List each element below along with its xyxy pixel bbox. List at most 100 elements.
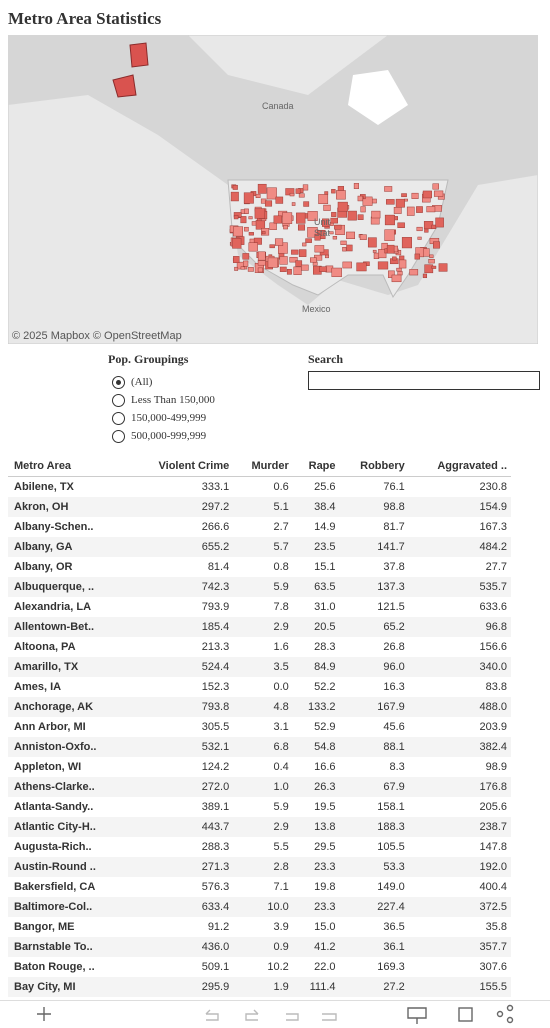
metro-region	[242, 253, 250, 260]
cell: 2.9	[233, 817, 293, 837]
metro-region	[253, 237, 262, 245]
metro-region	[384, 229, 395, 241]
metro-region	[393, 207, 402, 214]
cell: 443.7	[129, 817, 234, 837]
cell: 372.5	[408, 897, 511, 917]
radio-option[interactable]: (All)	[108, 373, 215, 391]
title: Metro Area Statistics	[8, 9, 162, 28]
metro-name: Albany-Schen..	[14, 521, 94, 533]
metro-region	[357, 214, 364, 220]
search-box[interactable]	[308, 371, 540, 390]
metro-region	[360, 206, 366, 213]
radio-option[interactable]: Less Than 150,000	[108, 391, 215, 409]
cell: 96.0	[339, 657, 409, 677]
cell: 111.4	[292, 977, 340, 997]
metro-region	[230, 191, 239, 202]
cell: 154.9	[408, 497, 511, 517]
cell: 31.0	[314, 601, 336, 613]
fullscreen[interactable]	[458, 1007, 473, 1022]
revert[interactable]	[286, 1013, 299, 1021]
metro-region	[377, 261, 389, 270]
metro-region	[424, 228, 429, 233]
metro-region	[346, 231, 355, 239]
metro-region	[289, 192, 295, 197]
metro-name: Baltimore-Col..	[8, 897, 130, 917]
radio	[112, 429, 125, 443]
metro-name: Anniston-Oxfo..	[8, 737, 130, 757]
metro-region	[273, 215, 283, 224]
cell: 15.0	[314, 921, 336, 933]
cell: 13.8	[292, 817, 340, 837]
cell: 3.1	[273, 721, 289, 733]
metro-name: Austin-Round ..	[8, 857, 130, 877]
radio-option[interactable]: 150,000-499,999	[108, 409, 215, 427]
metro-region	[346, 244, 353, 252]
radio-option[interactable]: 500,000-999,999	[108, 427, 215, 445]
option-label: 500,000-999,999	[131, 430, 207, 442]
map[interactable]: Canada Unit Stat Mexico © 2025 Mapbox © …	[8, 35, 538, 344]
cell: 19.8	[314, 881, 336, 893]
column-header: Violent Crime	[129, 456, 234, 477]
cell: 22.0	[314, 961, 336, 973]
cell: 742.3	[129, 577, 234, 597]
cell: 5.9	[233, 577, 293, 597]
metro-region	[401, 193, 407, 198]
metro-region	[353, 183, 359, 189]
metro-name: Appleton, WI	[14, 761, 82, 773]
cell: 0.4	[273, 761, 289, 773]
cell: 81.7	[383, 521, 405, 533]
row: Anniston-Oxfo.. 532.1 6.8 54.8 88.1 382.4	[8, 737, 511, 757]
cell: 400.4	[479, 881, 507, 893]
metro-region	[305, 238, 312, 243]
cell: 124.2	[201, 761, 230, 773]
option-label: (All)	[131, 376, 153, 388]
cell: 2.9	[233, 617, 293, 637]
cell: 509.1	[201, 961, 230, 973]
cell: 0.9	[233, 937, 293, 957]
metro-region	[397, 271, 403, 276]
cell: 63.5	[292, 577, 340, 597]
cell: 271.3	[129, 857, 234, 877]
metro-region	[371, 198, 377, 204]
cell: 52.2	[314, 681, 336, 693]
download[interactable]	[407, 1007, 427, 1024]
refresh[interactable]	[322, 1013, 337, 1021]
cell: 213.3	[201, 641, 230, 653]
row: Barnstable To.. 436.0 0.9 41.2 36.1 357.7	[8, 937, 511, 957]
cell: 45.6	[383, 721, 405, 733]
metro-region	[279, 256, 288, 265]
search: Search	[308, 352, 540, 390]
metro-region	[247, 267, 254, 272]
metro-region	[332, 236, 338, 240]
metro-region	[331, 212, 337, 217]
row: Appleton, WI 124.2 0.4 16.6 8.3 98.9	[8, 757, 511, 777]
metro-region	[232, 238, 242, 249]
metro-region	[397, 222, 405, 228]
metro-region	[257, 251, 266, 261]
metro-name: Akron, OH	[8, 497, 130, 517]
undo[interactable]	[205, 1009, 219, 1021]
move-icon[interactable]	[37, 1007, 51, 1021]
column-header: Murder	[233, 456, 293, 477]
metro-region	[291, 249, 299, 255]
row: Alexandria, LA 793.9 7.8 31.0 121.5 633.6	[8, 597, 511, 617]
metro-region	[269, 244, 275, 249]
cell: 15.1	[314, 561, 336, 573]
cell: 91.2	[207, 921, 230, 933]
metro-region	[302, 184, 309, 191]
redo[interactable]	[245, 1009, 259, 1021]
metro-region	[257, 267, 264, 273]
cell: 52.9	[314, 721, 336, 733]
metro-region	[257, 183, 267, 194]
row: Austin-Round .. 271.3 2.8 23.3 53.3 192.0	[8, 857, 511, 877]
cell: 535.7	[408, 577, 511, 597]
metro-region	[295, 260, 303, 267]
metro-region	[274, 238, 284, 246]
metro-region	[391, 274, 402, 283]
cell: 23.3	[292, 857, 340, 877]
cell: 26.8	[383, 641, 405, 653]
share[interactable]	[496, 1010, 504, 1018]
metro-region	[406, 206, 415, 216]
row: Baton Rouge, .. 509.1 10.2 22.0 169.3 307.6	[8, 957, 511, 977]
metro-region	[388, 270, 395, 278]
